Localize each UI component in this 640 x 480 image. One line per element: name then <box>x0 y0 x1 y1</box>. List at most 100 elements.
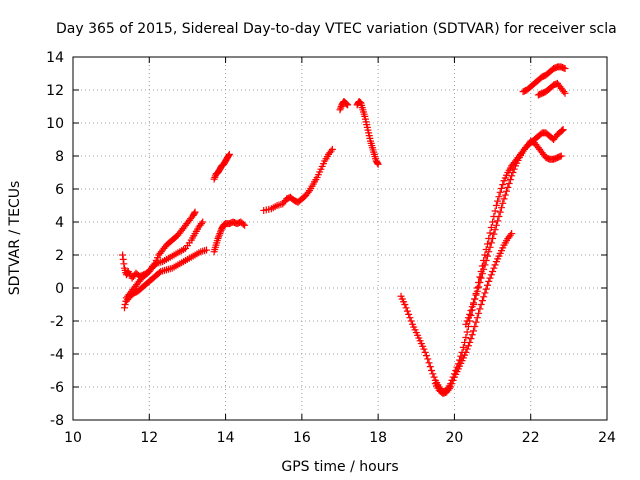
data-point <box>445 385 453 393</box>
x-axis: 10 12 14 16 18 20 22 24 <box>64 57 616 446</box>
data-point <box>477 301 485 308</box>
series-track-b <box>120 218 207 312</box>
data-point <box>425 359 433 367</box>
data-point <box>203 246 210 254</box>
data-point <box>473 287 481 295</box>
data-point <box>374 159 382 167</box>
data-point <box>476 305 484 313</box>
y-tick-label: -2 <box>50 314 64 330</box>
y-tick-label: 10 <box>46 116 64 132</box>
data-point <box>464 342 472 350</box>
data-point <box>482 285 490 293</box>
data-point <box>197 220 205 228</box>
x-axis-label: GPS time / hours <box>281 459 398 475</box>
data-point <box>152 260 160 268</box>
data-point <box>561 89 569 97</box>
data-point <box>463 345 471 353</box>
data-point <box>467 307 475 315</box>
data-point <box>496 208 504 216</box>
data-point <box>463 317 471 325</box>
data-point <box>464 314 472 322</box>
data-point <box>487 271 495 279</box>
data-point <box>475 309 483 317</box>
data-point <box>463 328 471 336</box>
data-point <box>500 195 508 203</box>
x-tick-label: 20 <box>446 430 464 446</box>
data-point <box>120 260 128 268</box>
data-point <box>422 352 430 360</box>
data-point <box>215 231 223 239</box>
data-point <box>216 230 224 238</box>
data-point <box>482 257 490 264</box>
data-point <box>428 367 436 374</box>
data-point <box>506 231 514 239</box>
data-point <box>491 207 499 215</box>
data-point <box>420 345 428 353</box>
data-point <box>561 65 569 73</box>
series-track-g <box>336 98 352 114</box>
data-point <box>225 151 233 159</box>
data-point <box>475 283 483 291</box>
data-point <box>119 251 127 259</box>
data-point <box>509 169 517 176</box>
data-point <box>499 181 507 189</box>
data-point <box>225 150 233 158</box>
data-point <box>485 277 493 285</box>
series-track-i <box>397 137 565 396</box>
data-point <box>472 318 480 326</box>
data-point <box>491 226 499 234</box>
data-point <box>462 320 470 328</box>
y-axis: -8 -6 -4 -2 0 2 4 6 8 10 12 14 <box>46 50 607 429</box>
data-points <box>119 63 569 398</box>
series-track-f <box>260 145 336 214</box>
data-point <box>485 248 493 256</box>
data-point <box>478 270 486 278</box>
series-track-j <box>431 230 516 398</box>
data-point <box>402 304 410 312</box>
y-tick-label: 12 <box>46 83 64 99</box>
data-point <box>483 252 491 260</box>
data-point <box>468 331 476 339</box>
data-point <box>494 197 502 205</box>
data-point <box>476 279 484 286</box>
y-tick-label: 8 <box>55 149 64 165</box>
data-point <box>487 239 495 247</box>
data-point <box>495 193 503 201</box>
data-point <box>447 383 455 391</box>
data-point <box>210 175 218 183</box>
data-point <box>462 334 470 341</box>
data-point <box>211 173 219 181</box>
data-point <box>424 355 432 363</box>
data-point <box>471 323 479 330</box>
data-point <box>496 188 504 196</box>
data-point <box>468 303 476 311</box>
data-point <box>199 218 207 226</box>
x-tick-label: 16 <box>293 430 311 446</box>
data-point <box>557 152 565 160</box>
data-point <box>497 204 505 212</box>
data-point <box>215 233 223 241</box>
y-tick-label: 6 <box>55 182 64 198</box>
data-point <box>478 297 486 305</box>
data-point <box>559 126 567 134</box>
x-tick-label: 12 <box>140 430 158 446</box>
data-point <box>495 213 503 220</box>
series-track-k <box>462 126 567 328</box>
data-point <box>467 335 475 343</box>
data-point <box>426 363 434 371</box>
data-point <box>490 230 498 238</box>
y-tick-label: 0 <box>55 281 64 297</box>
data-point <box>499 199 507 207</box>
chart-title: Day 365 of 2015, Sidereal Day-to-day VTE… <box>56 21 617 37</box>
data-point <box>492 202 500 209</box>
data-point <box>216 228 224 236</box>
series-track-c <box>122 246 210 305</box>
data-point <box>191 208 199 216</box>
data-point <box>487 224 495 231</box>
data-point <box>449 376 457 384</box>
data-point <box>401 301 409 308</box>
data-point <box>407 317 415 325</box>
series-track-m <box>534 79 569 99</box>
data-point <box>472 291 480 299</box>
data-point <box>510 165 518 173</box>
